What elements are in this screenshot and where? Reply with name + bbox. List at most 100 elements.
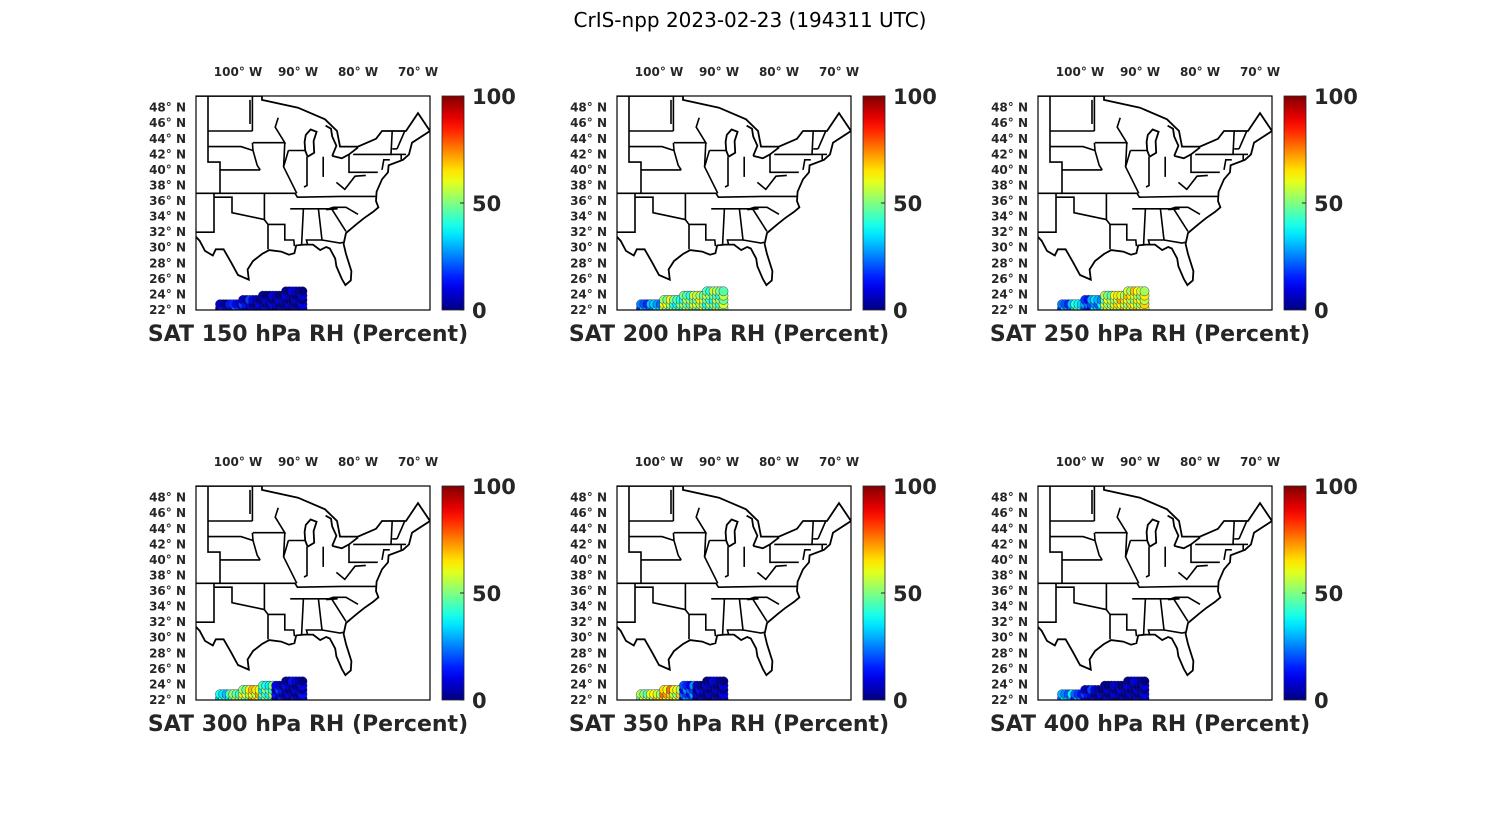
state-border	[1223, 159, 1232, 171]
lat-tick-label: 24° N	[991, 287, 1028, 301]
state-border	[253, 117, 287, 144]
lat-tick-label: 48° N	[149, 101, 186, 115]
state-border	[305, 598, 323, 635]
lat-tick-label: 38° N	[149, 179, 186, 193]
colorbar-tick-label: 0	[893, 299, 908, 323]
map-border	[1037, 485, 1273, 701]
state-border	[335, 174, 366, 191]
lat-tick-label: 36° N	[570, 194, 607, 208]
lat-tick-label: 28° N	[570, 646, 607, 660]
colorbar-tick-label: 0	[1314, 299, 1329, 323]
state-border	[335, 564, 366, 581]
coastline	[331, 536, 359, 550]
panel-5: 100° W 90° W 80° W 70° W 48° N46° N 44° N42° …	[569, 455, 937, 737]
basemap	[196, 486, 430, 677]
coastline	[617, 486, 851, 538]
coastline	[1038, 130, 1272, 287]
state-border	[711, 206, 780, 215]
lat-tick-label: 46° N	[991, 116, 1028, 130]
lon-tick-label: 90° W	[1120, 65, 1160, 79]
state-border	[1050, 145, 1096, 152]
lat-tick-label: 26° N	[570, 662, 607, 676]
state-border	[1049, 486, 1063, 584]
coastline	[746, 514, 759, 547]
map-frame	[196, 96, 430, 310]
panel-title: SAT 250 hPa RH (Percent)	[990, 322, 1310, 347]
colorbar-tick-label: 50	[1314, 582, 1343, 606]
colorbar-tick-label: 0	[472, 689, 487, 713]
state-border	[321, 629, 344, 634]
coastline	[325, 124, 338, 157]
lon-tick-label: 100° W	[635, 455, 683, 469]
panel-title: SAT 300 hPa RH (Percent)	[148, 712, 468, 737]
state-border	[282, 540, 298, 584]
lat-tick-label: 40° N	[570, 163, 607, 177]
state-border	[1110, 223, 1138, 247]
lon-tick-label: 80° W	[338, 455, 378, 469]
state-border	[628, 96, 642, 194]
state-border	[703, 532, 707, 557]
lat-tick-label: 30° N	[149, 241, 186, 255]
lat-tick-label: 42° N	[991, 537, 1028, 551]
panel-4: 100° W 90° W 80° W 70° W 48° N46° N 44° N42° …	[148, 455, 516, 737]
state-border	[703, 150, 719, 194]
map-border	[195, 95, 431, 311]
colorbar-tick-label: 50	[893, 192, 922, 216]
state-border	[251, 142, 261, 171]
state-border	[214, 586, 266, 611]
state-border	[751, 598, 768, 622]
panel-title: SAT 350 hPa RH (Percent)	[569, 712, 889, 737]
state-border	[1190, 154, 1220, 174]
coastline	[724, 128, 739, 158]
lat-tick-label: 40° N	[991, 163, 1028, 177]
colorbar-tick-label: 50	[472, 192, 501, 216]
basemap	[1038, 96, 1272, 287]
lon-tick-label: 80° W	[338, 65, 378, 79]
panel-3: 100° W 90° W 80° W 70° W 48° N46° N 44° N42° …	[990, 65, 1358, 347]
state-border	[802, 159, 811, 171]
lat-tick-label: 32° N	[149, 615, 186, 629]
lat-tick-label: 46° N	[149, 116, 186, 130]
state-border	[396, 130, 406, 150]
lat-tick-label: 42° N	[149, 147, 186, 161]
lat-tick-label: 26° N	[149, 272, 186, 286]
state-border	[300, 598, 305, 635]
state-border	[769, 154, 799, 174]
lat-tick-label: 40° N	[570, 553, 607, 567]
state-border	[1038, 583, 1057, 624]
state-border	[703, 142, 707, 167]
map-frame	[196, 486, 430, 700]
lat-tick-label: 38° N	[991, 179, 1028, 193]
figure-title: CrIS-npp 2023-02-23 (194311 UTC)	[574, 8, 927, 32]
lat-tick-label: 38° N	[991, 569, 1028, 583]
panel-6: 100° W 90° W 80° W 70° W 48° N46° N 44° N42° …	[990, 455, 1358, 737]
lat-tick-label: 22° N	[149, 303, 186, 317]
lat-tick-label: 48° N	[991, 491, 1028, 505]
state-border	[290, 206, 359, 215]
panel-2: 100° W 90° W 80° W 70° W 48° N46° N 44° N42° …	[569, 65, 937, 347]
coastline	[1038, 96, 1272, 148]
state-border	[1095, 117, 1129, 144]
coastline	[303, 518, 318, 548]
basemap	[196, 96, 430, 287]
lat-tick-label: 22° N	[991, 693, 1028, 707]
state-border	[703, 540, 719, 584]
state-border	[381, 159, 390, 171]
lat-tick-label: 36° N	[570, 584, 607, 598]
colorbar-tick-label: 0	[1314, 689, 1329, 713]
map-frame	[1038, 96, 1272, 310]
lat-tick-label: 34° N	[570, 210, 607, 224]
state-border	[303, 546, 308, 578]
state-border	[672, 142, 682, 171]
state-border	[305, 208, 323, 245]
rh-points	[1057, 286, 1150, 310]
state-border	[1050, 535, 1096, 542]
lat-tick-label: 34° N	[570, 600, 607, 614]
state-border	[1172, 208, 1189, 232]
lat-tick-label: 46° N	[149, 506, 186, 520]
state-border	[196, 193, 215, 233]
state-border	[263, 193, 269, 250]
rh-points	[636, 286, 729, 310]
coastline	[196, 520, 430, 677]
state-border	[724, 546, 729, 578]
